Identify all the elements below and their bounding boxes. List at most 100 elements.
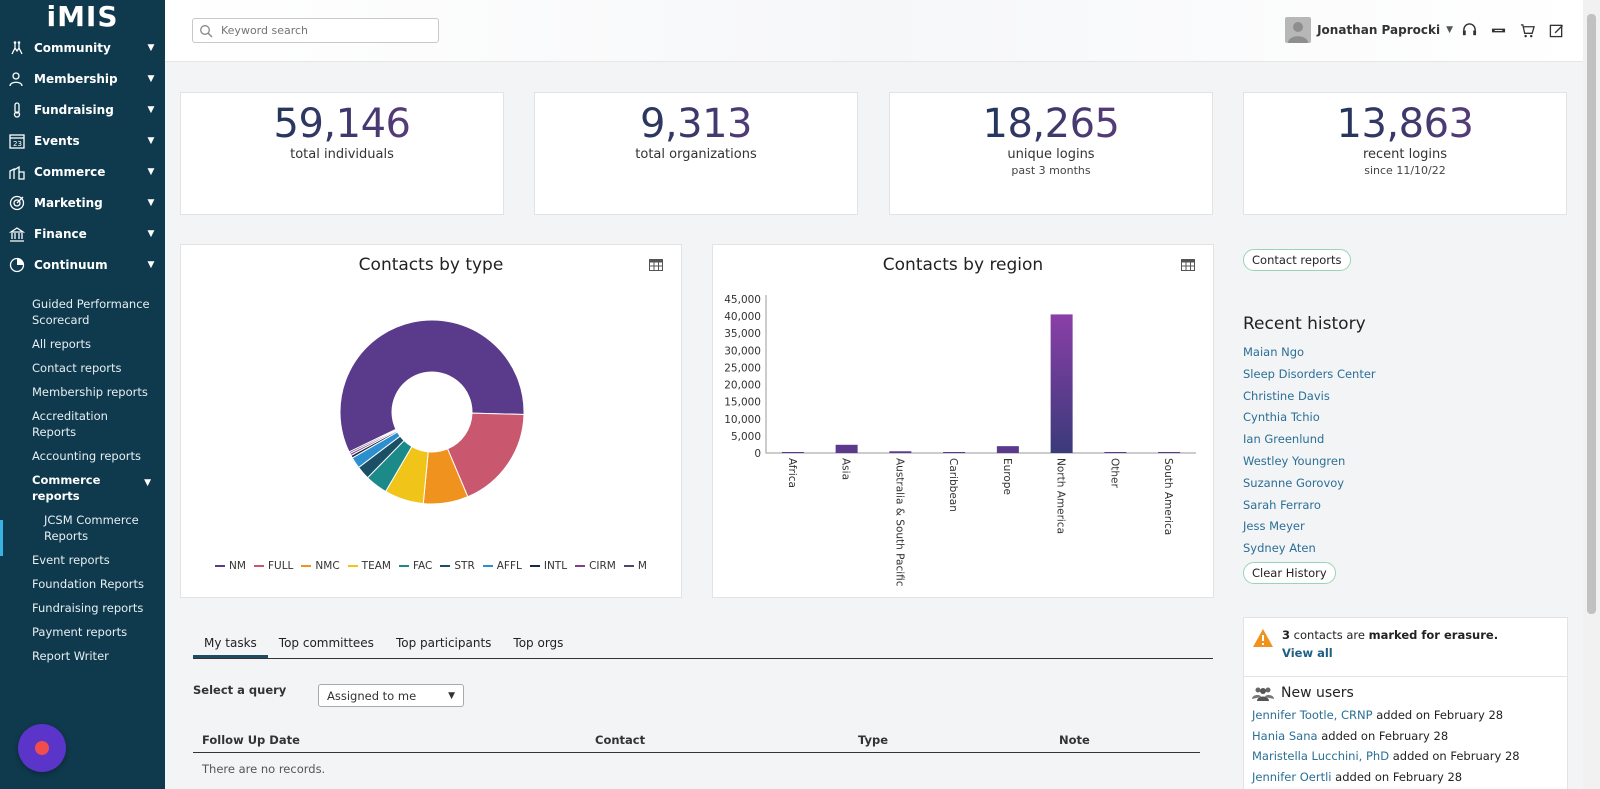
legend-item-nm[interactable]: NM [215,560,246,572]
imis-logo[interactable]: iMIS [46,0,119,33]
sidebar-item-marketing[interactable]: Marketing ▼ [0,187,165,218]
pie-slice-full[interactable] [446,412,525,498]
bar-north-america[interactable] [1050,314,1073,453]
legend-item-cirm[interactable]: CIRM [575,560,616,572]
recent-history-item[interactable]: Jess Meyer [1243,519,1305,534]
column-header[interactable]: Contact [595,732,646,747]
recent-history-item[interactable]: Westley Youngren [1243,453,1346,468]
sidebar-item-continuum[interactable]: Continuum ▼ [0,249,165,280]
edit-icon[interactable] [1542,20,1571,40]
sidebar-item-fundraising[interactable]: Fundraising ▼ [0,94,165,125]
submenu-foundation-reports[interactable]: Foundation Reports [32,577,144,591]
legend-item-team[interactable]: TEAM [347,560,391,572]
column-header[interactable]: Follow Up Date [202,732,300,747]
submenu-commerce-reports-label: Commerce reports [32,473,101,503]
submenu-fundraising-reports[interactable]: Fundraising reports [32,601,144,615]
submenu-commerce-reports[interactable]: Commerce reports ▼ [32,468,151,508]
submenu-accounting-reports[interactable]: Accounting reports [32,449,141,463]
pie-slice-nm[interactable] [339,319,525,453]
sidebar-item-events[interactable]: 23 Events ▼ [0,125,165,156]
bar-africa[interactable] [781,452,804,453]
y-tick-label: 35,000 [724,328,761,340]
new-user-link[interactable]: Maristella Lucchini, PhD [1252,749,1390,763]
recent-history-item[interactable]: Sydney Aten [1243,541,1316,556]
sidebar-item-commerce[interactable]: Commerce ▼ [0,156,165,187]
bar-south-america[interactable] [1158,451,1181,453]
chevron-down-icon: ▼ [448,690,455,701]
sidebar-item-label: Events [34,133,80,148]
new-user-link[interactable]: Jennifer Oertli [1252,769,1332,784]
legend-item-fac[interactable]: FAC [398,560,432,572]
page-scrollbar[interactable] [1583,0,1600,789]
user-menu[interactable]: Jonathan Paprocki ▼ [1285,17,1453,43]
submenu-all-reports[interactable]: All reports [32,337,92,351]
table-view-icon[interactable] [649,259,663,271]
recent-history-item[interactable]: Cynthia Tchio [1243,410,1320,425]
bar-chart: 45,000 40,000 35,000 30,000 25,000 20,000 15,0… [724,294,1196,587]
recent-history-list: Maian Ngo Sleep Disorders Center Christi… [1243,342,1376,560]
chat-launcher-button[interactable] [18,724,66,772]
sidebar-item-label: Marketing [34,195,103,210]
submenu-membership-reports[interactable]: Membership reports [32,385,148,399]
recent-history-item[interactable]: Sleep Disorders Center [1243,366,1376,381]
continuum-submenu: Guided Performance Scorecard All reports… [0,292,165,668]
ticket-icon[interactable] [1484,20,1513,40]
erasure-text-bold: marked for erasure. [1368,628,1499,642]
column-header[interactable]: Note [1059,732,1090,747]
submenu-guided-performance-scorecard[interactable]: Guided Performance Scorecard [32,297,150,327]
table-view-icon[interactable] [1181,259,1195,271]
submenu-payment-reports[interactable]: Payment reports [32,625,128,639]
legend-item-m[interactable]: M [623,560,647,572]
bar-other[interactable] [1104,452,1127,453]
submenu-accreditation-reports[interactable]: Accreditation Reports [32,409,108,439]
sidebar: iMIS Community ▼ Membership ▼ Fundraisin… [0,0,165,789]
recent-history-item[interactable]: Ian Greenlund [1243,432,1325,447]
legend-swatch [482,565,493,567]
tab-my-tasks[interactable]: My tasks [193,631,268,658]
search-input[interactable] [221,24,421,37]
sidebar-item-membership[interactable]: Membership ▼ [0,63,165,94]
submenu-report-writer[interactable]: Report Writer [32,649,109,663]
legend-item-str[interactable]: STR [440,560,475,572]
bar-caribbean[interactable] [943,452,966,453]
query-select[interactable]: Assigned to me ▼ [318,684,464,707]
recent-history-item[interactable]: Christine Davis [1243,388,1330,403]
sidebar-item-community[interactable]: Community ▼ [0,32,165,63]
headset-icon[interactable] [1455,20,1484,40]
bar-asia[interactable] [835,444,858,453]
chevron-down-icon: ▼ [147,166,155,177]
recent-history-item[interactable]: Suzanne Gorovoy [1243,475,1345,490]
clear-history-button[interactable]: Clear History [1243,562,1336,584]
column-header[interactable]: Type [858,732,889,747]
cart-icon[interactable] [1513,20,1542,40]
submenu-event-reports[interactable]: Event reports [32,553,110,567]
submenu-jcsm-commerce-reports[interactable]: JCSM Commerce Reports [44,513,139,543]
tab-top-participants[interactable]: Top participants [395,636,492,650]
legend-item-nmc[interactable]: NMC [301,560,340,572]
tasks-table: Follow Up Date Contact Type Note There a… [193,727,1200,785]
recent-history-item[interactable]: Sarah Ferraro [1243,497,1321,512]
view-all-link[interactable]: View all [1282,646,1333,660]
tab-top-committees[interactable]: Top committees [278,636,374,650]
legend-item-full[interactable]: FULL [253,560,293,572]
recent-history-item[interactable]: Maian Ngo [1243,345,1305,359]
search-box[interactable] [192,18,439,43]
bar-australia-south-pacific[interactable] [889,451,912,453]
sidebar-item-finance[interactable]: Finance ▼ [0,218,165,249]
legend-item-affl[interactable]: AFFL [482,560,522,572]
legend-item-intl[interactable]: INTL [529,560,567,572]
contact-reports-button[interactable]: Contact reports [1243,249,1351,271]
stat-card-unique-logins: 18,265 unique logins past 3 months [889,92,1213,215]
chevron-down-icon: ▼ [147,73,155,84]
submenu-contact-reports[interactable]: Contact reports [32,361,122,375]
bar-europe[interactable] [996,446,1019,453]
chart-card-contacts-by-region: Contacts by region 45,000 40,000 35,000 30,… [712,244,1214,598]
pie-slice-m[interactable] [348,428,397,455]
tab-top-orgs[interactable]: Top orgs [513,636,564,650]
new-user-link[interactable]: Hania Sana [1252,728,1318,743]
legend-swatch [623,565,634,567]
stat-label: recent logins [1362,147,1448,162]
table-header: Follow Up Date Contact Type Note [193,727,1200,753]
scrollbar-thumb[interactable] [1587,14,1596,614]
new-user-link[interactable]: Jennifer Tootle, CRNP [1252,708,1373,722]
